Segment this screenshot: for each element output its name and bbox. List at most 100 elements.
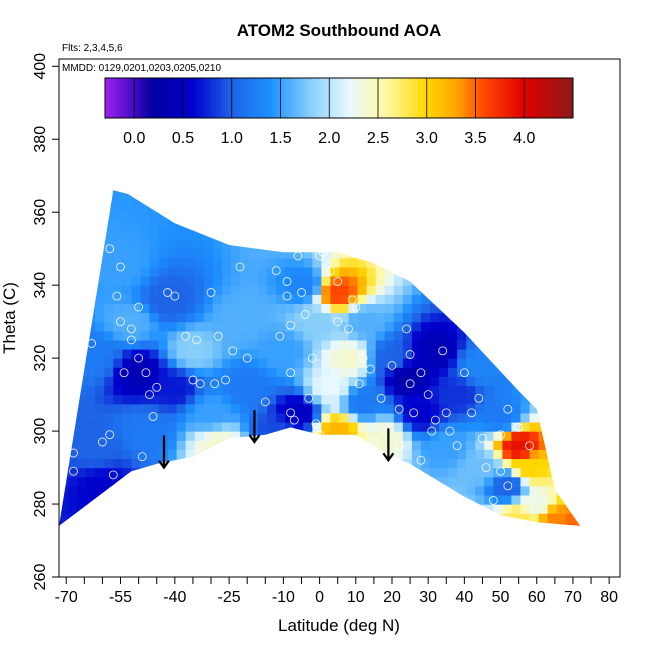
- heatmap-cell: [574, 276, 581, 286]
- heatmap-cell: [221, 312, 232, 323]
- heatmap-cell: [538, 276, 549, 286]
- heatmap-cell: [411, 276, 422, 286]
- heatmap-cell: [276, 230, 286, 241]
- heatmap-cell: [457, 467, 467, 478]
- heatmap-cell: [457, 257, 467, 268]
- heatmap-cell: [294, 276, 304, 286]
- heatmap-cell: [95, 467, 105, 478]
- heatmap-cell: [294, 212, 304, 222]
- heatmap-cell: [584, 477, 594, 487]
- heatmap-cell: [457, 321, 467, 332]
- heatmap-cell: [95, 431, 105, 441]
- heatmap-cell: [547, 193, 558, 204]
- heatmap-cell: [584, 468, 594, 478]
- heatmap-cell: [520, 476, 531, 487]
- heatmap-cell: [330, 412, 341, 423]
- heatmap-cell: [357, 421, 368, 432]
- heatmap-cell: [484, 476, 494, 487]
- heatmap-cell: [357, 504, 368, 514]
- heatmap-cell: [565, 248, 576, 259]
- heatmap-cell: [176, 285, 187, 295]
- heatmap-cell: [402, 412, 413, 423]
- heatmap-cell: [457, 176, 467, 186]
- heatmap-cell: [529, 485, 540, 496]
- heatmap-cell: [276, 403, 286, 414]
- heatmap-cell: [493, 431, 503, 441]
- heatmap-cell: [511, 440, 522, 450]
- heatmap-cell: [366, 522, 377, 526]
- sample-point: [318, 247, 328, 257]
- heatmap-cell: [95, 339, 105, 350]
- heatmap-cell: [457, 522, 467, 526]
- heatmap-cell: [529, 467, 540, 478]
- heatmap-cell: [185, 193, 196, 204]
- colorbar-cell: [365, 78, 369, 118]
- heatmap-cell: [231, 531, 241, 541]
- heatmap-cell: [475, 376, 485, 387]
- heatmap-cell: [466, 276, 476, 286]
- heatmap-cell: [420, 494, 431, 505]
- heatmap-cell: [86, 485, 96, 496]
- heatmap-cell: [366, 504, 377, 514]
- heatmap-cell: [574, 403, 581, 414]
- heatmap-cell: [475, 504, 485, 514]
- heatmap-cell: [402, 522, 413, 526]
- heatmap-cell: [366, 485, 377, 496]
- sample-point: [423, 390, 433, 400]
- heatmap-cell: [584, 531, 594, 541]
- sample-point: [286, 408, 296, 418]
- heatmap-cell: [249, 303, 259, 314]
- heatmap-cell: [285, 257, 295, 268]
- heatmap-cell: [176, 485, 187, 496]
- heatmap-cell: [303, 476, 313, 487]
- heatmap-cell: [466, 266, 476, 277]
- heatmap-cell: [212, 257, 223, 268]
- heatmap-cell: [448, 458, 458, 469]
- heatmap-cell: [366, 376, 377, 387]
- heatmap-cell: [212, 248, 223, 259]
- heatmap-cell: [556, 467, 567, 478]
- heatmap-cell: [493, 285, 503, 295]
- heatmap-cell: [475, 257, 485, 268]
- heatmap-cell: [375, 339, 386, 350]
- heatmap-cell: [167, 193, 178, 204]
- heatmap-cell: [529, 504, 540, 514]
- heatmap-cell: [520, 449, 531, 460]
- heatmap-cell: [230, 339, 241, 350]
- heatmap-cell: [529, 367, 540, 377]
- heatmap-cell: [212, 431, 223, 441]
- heatmap-cell: [565, 230, 576, 241]
- heatmap-cell: [77, 358, 87, 368]
- heatmap-cell: [584, 194, 594, 204]
- heatmap-cell: [68, 504, 78, 514]
- heatmap-cell: [402, 193, 413, 204]
- chart-title: ATOM2 Southbound AOA: [237, 21, 442, 40]
- heatmap-cell: [176, 412, 187, 423]
- heatmap-cell: [239, 248, 250, 259]
- heatmap-cell: [77, 221, 87, 232]
- heatmap-cell: [230, 431, 241, 441]
- heatmap-cell: [267, 412, 277, 423]
- heatmap-cell: [402, 285, 413, 295]
- colorbar-cell: [207, 78, 211, 118]
- heatmap-cell: [131, 494, 142, 505]
- heatmap-cell: [239, 276, 250, 286]
- heatmap-cell: [249, 193, 259, 204]
- heatmap-cell: [312, 303, 322, 314]
- heatmap-cell: [212, 303, 223, 314]
- heatmap-cell: [402, 276, 413, 286]
- heatmap-cell: [330, 276, 341, 286]
- heatmap-cell: [511, 239, 522, 250]
- heatmap-cell: [312, 522, 322, 526]
- heatmap-cell: [574, 513, 581, 523]
- heatmap-cell: [429, 303, 440, 314]
- heatmap-cell: [276, 349, 286, 359]
- colorbar-cell: [432, 78, 437, 118]
- heatmap-cell: [529, 376, 540, 387]
- heatmap-cell: [312, 239, 322, 250]
- heatmap-cell: [420, 522, 431, 526]
- heatmap-cell: [348, 467, 359, 478]
- heatmap-cell: [77, 385, 87, 396]
- heatmap-cell: [529, 421, 540, 432]
